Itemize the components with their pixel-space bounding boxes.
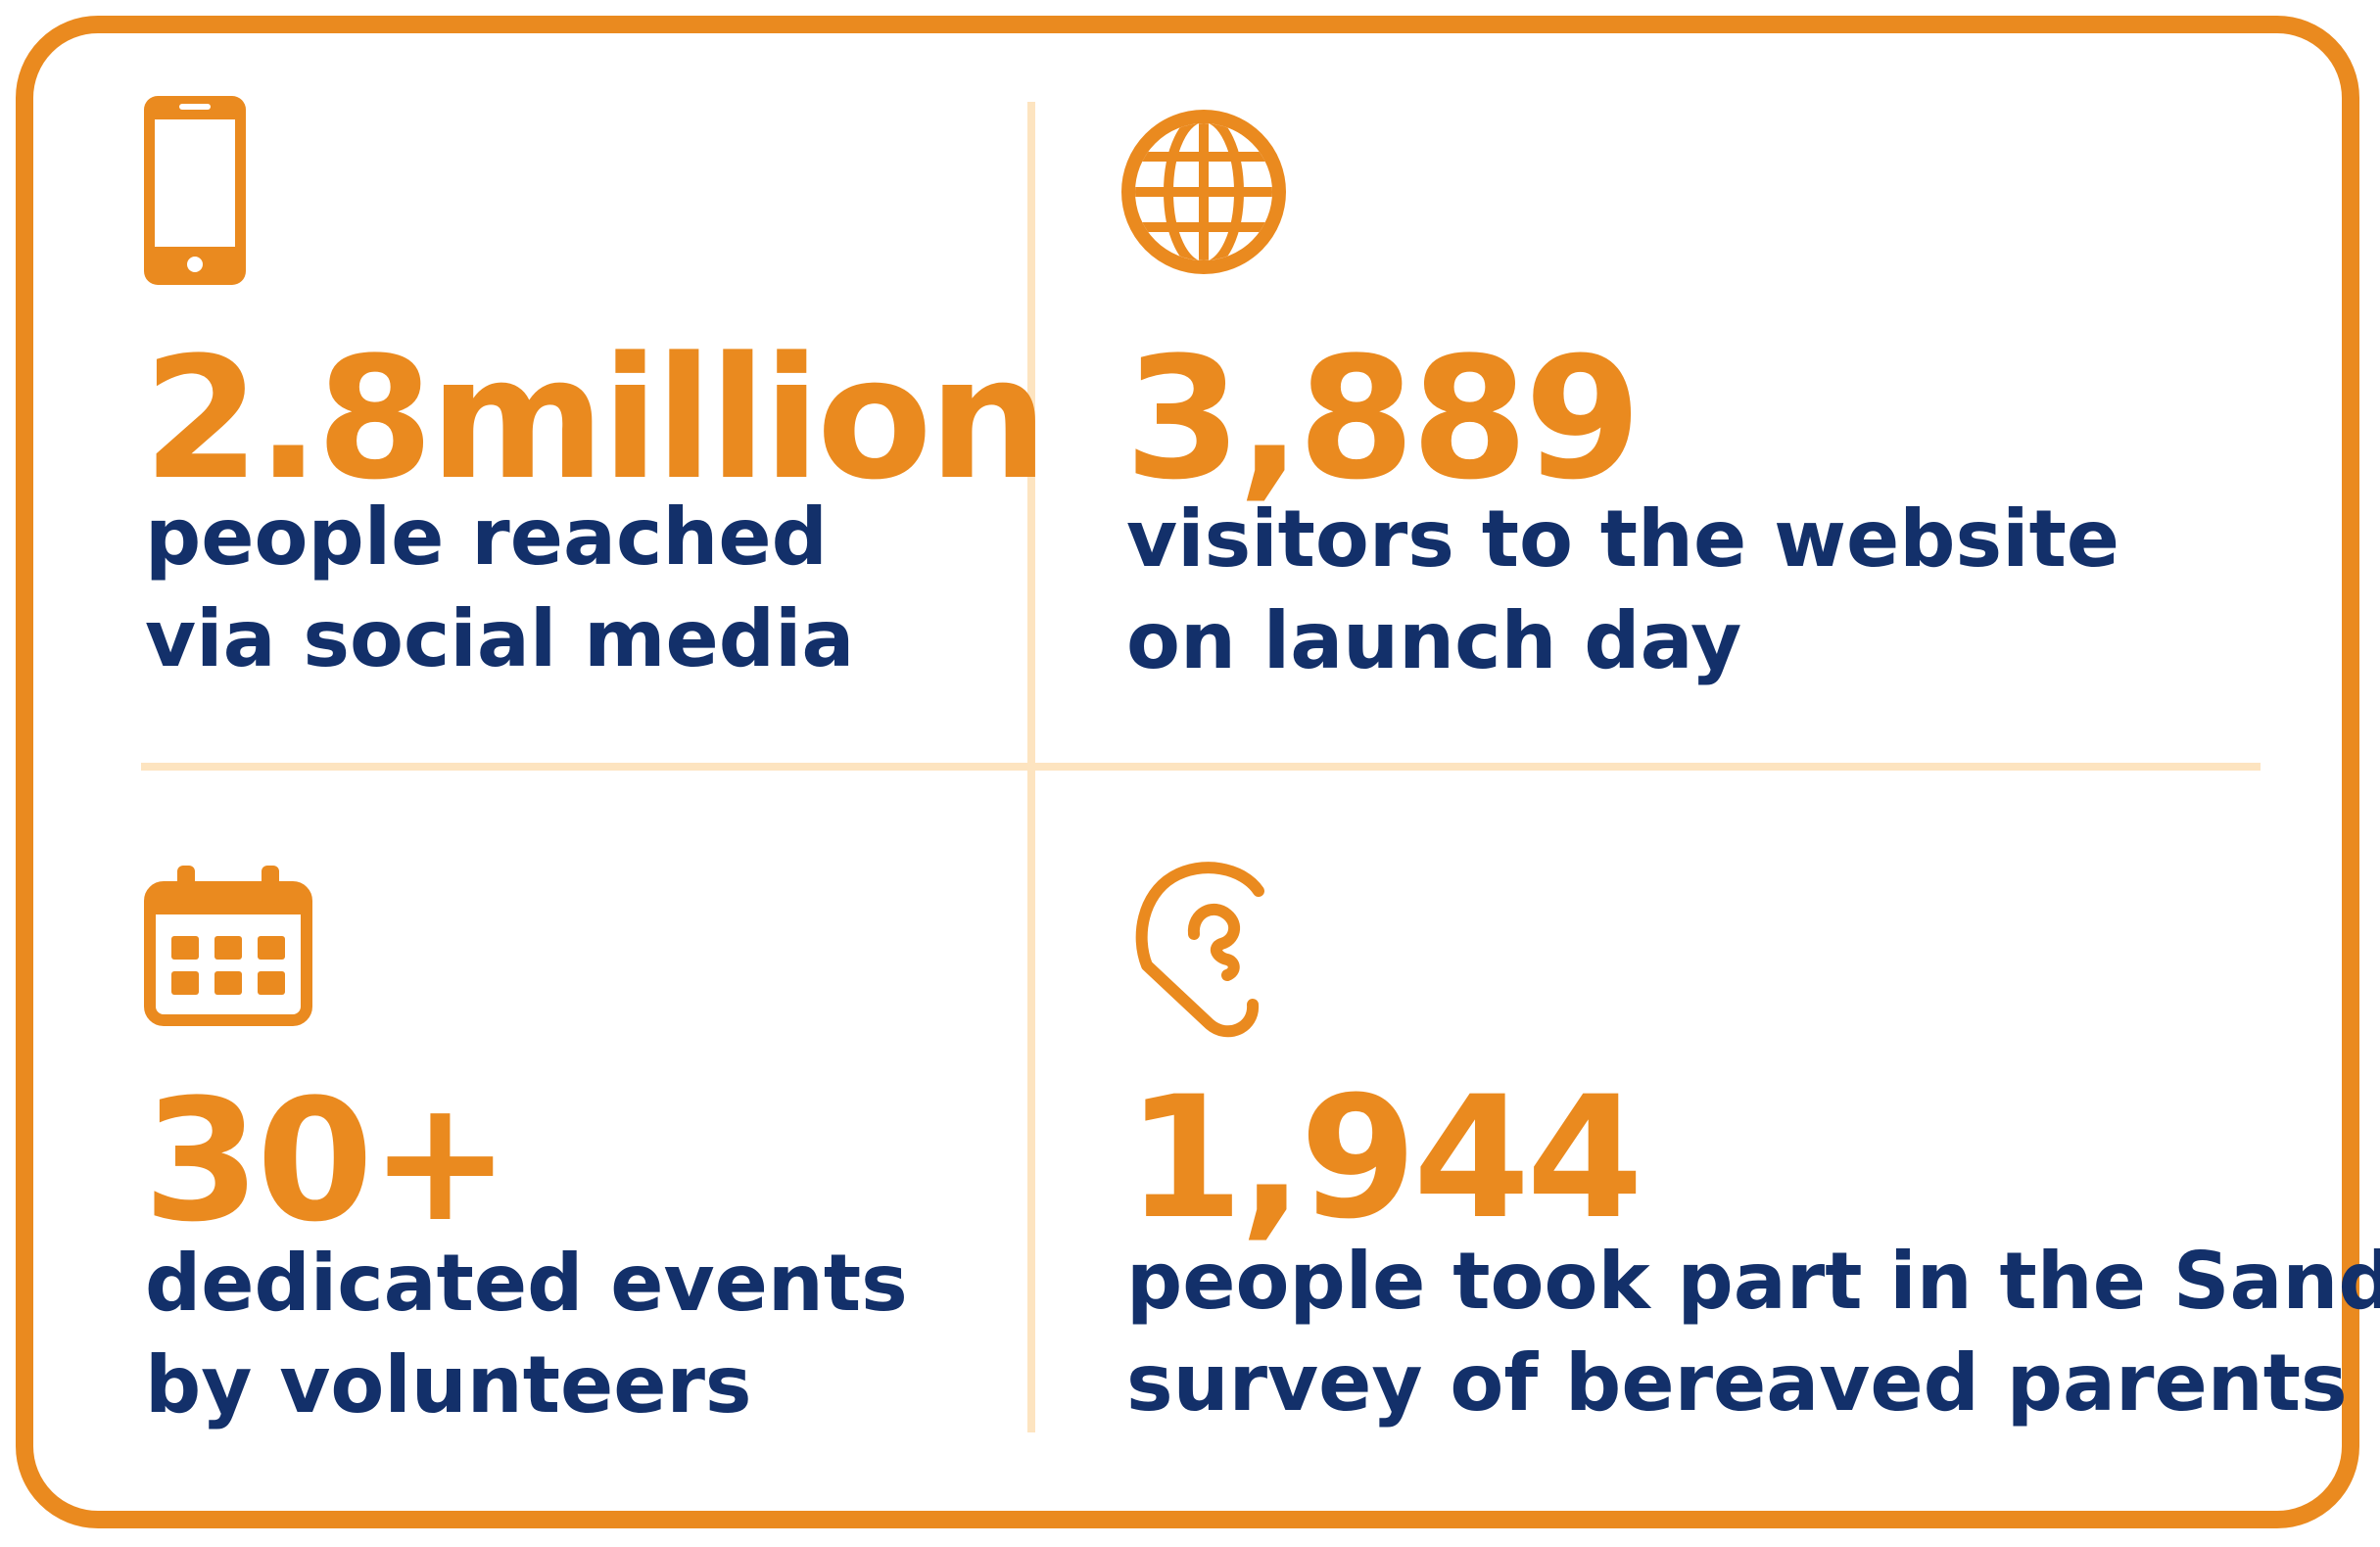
stat-description-line-2: on launch day [1126, 595, 1742, 686]
stat-description-line-2: survey of bereaved parents [1126, 1337, 2348, 1429]
stat-description-line-1: dedicated events [145, 1238, 908, 1329]
stat-value-website-visitors: 3,889 [1124, 320, 1642, 517]
stat-value-survey: 1,944 [1126, 1059, 1643, 1256]
ear-icon [1133, 862, 1270, 1038]
stat-description-line-2: via social media [145, 593, 855, 684]
stat-description-line-1: people took part in the Sands [1126, 1236, 2380, 1327]
stat-description-line-1: visitors to the website [1126, 493, 2120, 585]
calendar-icon [144, 866, 312, 1026]
stat-value-social-reach: 2.8million [143, 320, 1048, 517]
stat-description-line-2: by volunteers [145, 1339, 752, 1430]
horizontal-divider [141, 763, 2261, 771]
smartphone-icon [144, 96, 246, 285]
stat-description-website-visitors: visitors to the website on launch day [1126, 489, 2119, 692]
globe-icon [1121, 110, 1286, 274]
stat-description-social-reach: people reached via social media [145, 487, 854, 690]
stat-description-line-1: people reached [145, 492, 828, 583]
stat-value-events: 30+ [143, 1062, 510, 1259]
stat-description-events: dedicated events by volunteers [145, 1233, 908, 1436]
stat-description-survey: people took part in the Sands survey of … [1126, 1231, 2380, 1434]
